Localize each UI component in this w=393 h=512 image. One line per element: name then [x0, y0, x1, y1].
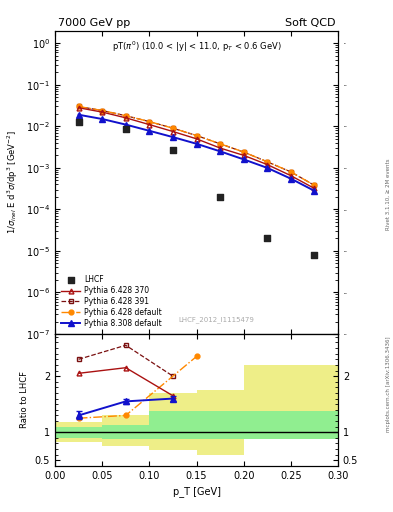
Text: Soft QCD: Soft QCD [285, 18, 335, 28]
LHCF [217, 193, 223, 201]
Bar [102, 415, 149, 446]
Pythia 6.428 370 [76, 104, 81, 111]
Pythia 6.428 391 [123, 113, 128, 119]
Line: Pythia 8.308 default: Pythia 8.308 default [76, 112, 317, 194]
Bar [196, 390, 244, 455]
Bar [244, 365, 338, 439]
Y-axis label: Ratio to LHCF: Ratio to LHCF [20, 372, 29, 429]
Text: pT($\pi^0$) (10.0 < |y| < 11.0, p$_T$ < 0.6 GeV): pT($\pi^0$) (10.0 < |y| < 11.0, p$_T$ < … [112, 40, 281, 54]
Pythia 8.308 default [265, 165, 270, 171]
LHCF [75, 117, 82, 125]
Pythia 6.428 default [171, 125, 175, 131]
Bar [55, 426, 102, 438]
Pythia 8.308 default [312, 188, 317, 194]
Pythia 8.308 default [194, 141, 199, 147]
Pythia 6.428 default [312, 182, 317, 188]
Pythia 6.428 default [218, 141, 222, 147]
Pythia 6.428 370 [218, 145, 222, 151]
Bar [102, 425, 149, 439]
Pythia 6.428 default [288, 169, 293, 175]
Line: Pythia 6.428 391: Pythia 6.428 391 [76, 104, 317, 188]
LHCF [123, 125, 129, 133]
Pythia 6.428 default [241, 149, 246, 155]
LHCF [264, 234, 270, 243]
Bar [196, 412, 244, 439]
Bar [149, 412, 196, 439]
LHCF [311, 251, 318, 259]
Pythia 6.428 391 [147, 118, 152, 124]
Text: LHCF_2012_I1115479: LHCF_2012_I1115479 [178, 317, 254, 324]
Legend: LHCF, Pythia 6.428 370, Pythia 6.428 391, Pythia 6.428 default, Pythia 8.308 def: LHCF, Pythia 6.428 370, Pythia 6.428 391… [59, 273, 164, 330]
Pythia 6.428 370 [265, 161, 270, 167]
Pythia 8.308 default [241, 156, 246, 162]
Text: 7000 GeV pp: 7000 GeV pp [58, 18, 130, 28]
Pythia 8.308 default [288, 176, 293, 182]
Bar [244, 412, 338, 439]
Text: mcplots.cern.ch [arXiv:1306.3436]: mcplots.cern.ch [arXiv:1306.3436] [386, 336, 391, 432]
Pythia 6.428 default [194, 133, 199, 139]
Pythia 6.428 391 [312, 182, 317, 188]
Pythia 6.428 default [147, 118, 152, 124]
Pythia 8.308 default [76, 112, 81, 118]
Pythia 8.308 default [123, 121, 128, 127]
Pythia 6.428 391 [288, 169, 293, 175]
Pythia 6.428 391 [76, 103, 81, 110]
Line: Pythia 6.428 default: Pythia 6.428 default [76, 104, 317, 188]
Pythia 6.428 default [76, 103, 81, 110]
X-axis label: p_T [GeV]: p_T [GeV] [173, 486, 220, 497]
Text: Rivet 3.1.10, ≥ 2M events: Rivet 3.1.10, ≥ 2M events [386, 159, 391, 230]
Pythia 6.428 370 [288, 173, 293, 179]
Pythia 6.428 370 [312, 185, 317, 191]
Bar [55, 422, 102, 442]
Pythia 8.308 default [218, 148, 222, 155]
Pythia 6.428 391 [265, 159, 270, 165]
Pythia 8.308 default [100, 116, 105, 122]
Pythia 6.428 default [100, 108, 105, 114]
Pythia 6.428 370 [147, 121, 152, 127]
Y-axis label: $1/\sigma_{inel}$ E d$^3\sigma$/dp$^3$ [GeV$^{-2}$]: $1/\sigma_{inel}$ E d$^3\sigma$/dp$^3$ [… [6, 131, 20, 234]
Pythia 6.428 default [265, 159, 270, 165]
Pythia 6.428 370 [123, 115, 128, 121]
Pythia 6.428 391 [171, 125, 175, 131]
Pythia 6.428 370 [100, 109, 105, 115]
Pythia 8.308 default [171, 134, 175, 140]
Pythia 6.428 default [123, 113, 128, 119]
Pythia 6.428 391 [194, 133, 199, 139]
Bar [149, 393, 196, 450]
Pythia 6.428 370 [194, 136, 199, 142]
Pythia 6.428 370 [171, 129, 175, 135]
Pythia 6.428 391 [241, 149, 246, 155]
Pythia 6.428 370 [241, 152, 246, 158]
LHCF [170, 146, 176, 154]
Line: Pythia 6.428 370: Pythia 6.428 370 [76, 105, 317, 191]
Pythia 8.308 default [147, 127, 152, 134]
Pythia 6.428 391 [218, 141, 222, 147]
Pythia 6.428 391 [100, 108, 105, 114]
